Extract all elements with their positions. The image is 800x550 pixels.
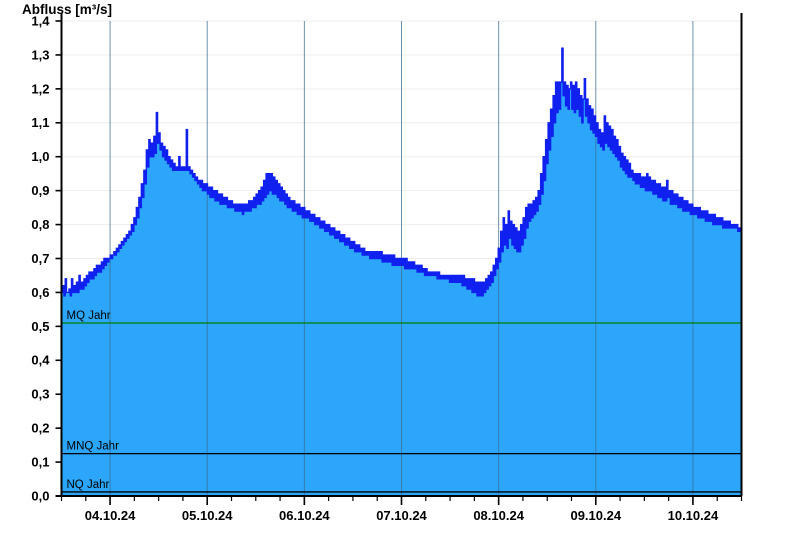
x-tick-label: 08.10.24 [473, 508, 524, 523]
discharge-line [61, 47, 742, 297]
y-tick-label: 1,3 [31, 47, 49, 62]
reference-line-label: MNQ Jahr [67, 441, 120, 453]
y-tick-label: 0,7 [31, 251, 49, 266]
x-tick-label: 09.10.24 [570, 508, 621, 523]
reference-line-label: NQ Jahr [67, 479, 110, 491]
y-tick-label: 1,1 [31, 115, 49, 130]
x-tick-label: 07.10.24 [376, 508, 427, 523]
y-tick-label: 0,0 [31, 488, 49, 503]
reference-line-label: MQ Jahr [67, 310, 111, 322]
reference-line-3: NQ Jahr [61, 479, 742, 493]
y-tick-label: 1,2 [31, 81, 49, 96]
x-tick-label: 05.10.24 [182, 508, 233, 523]
x-tick-label: 10.10.24 [668, 508, 719, 523]
x-tick-label: 06.10.24 [279, 508, 330, 523]
reference-line-1: MQ Jahr [61, 310, 742, 324]
y-tick-label: 0,3 [31, 387, 49, 402]
y-tick-label: 0,4 [31, 353, 50, 368]
reference-line-2: MNQ Jahr [61, 441, 742, 455]
chart-title: Abfluss [m³/s] [22, 2, 113, 17]
y-tick-label: 0,9 [31, 183, 49, 198]
y-tick-label: 0,5 [31, 319, 49, 334]
x-axis: 04.10.24 05.10.24 06.10.24 07.10.24 08.10.24… [60, 496, 743, 523]
y-tick-label: 0,2 [31, 421, 49, 436]
y-tick-label: 0,1 [31, 455, 49, 470]
y-axis: 0,0 0,1 0,2 0,3 0,4 0,5 0,6 0,7 0,8 0,9 1,0 1,1 1,2 1… [31, 13, 62, 503]
y-tick-label: 1,0 [31, 149, 49, 164]
y-tick-label: 0,8 [31, 217, 49, 232]
y-tick-label: 0,6 [31, 285, 49, 300]
x-tick-label: 04.10.24 [85, 508, 136, 523]
y-tick-label: 1,4 [31, 13, 50, 28]
